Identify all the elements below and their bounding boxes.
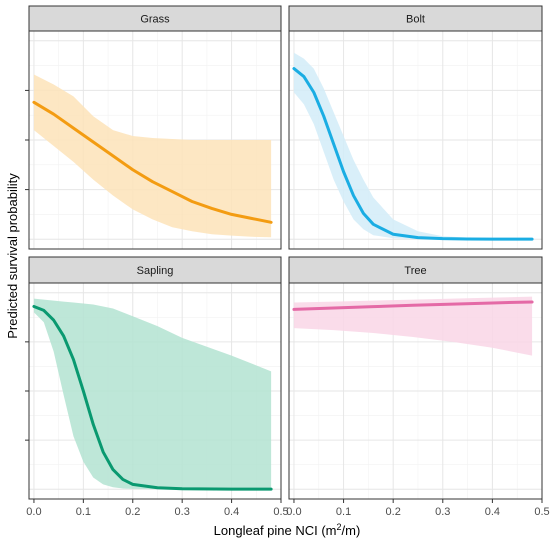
facet-strip [288,5,543,32]
facet-strip [28,256,282,284]
fitted-line-bolt [292,67,534,241]
facet-strip-label: Bolt [406,14,425,26]
facet-strip-label: Sapling [137,265,174,277]
x-axis-tick-label: 0.4 [224,506,239,518]
fitted-line-sapling [32,304,273,491]
facet-strip [28,5,282,32]
x-axis-tick-label: 0.2 [386,506,401,518]
fitted-line-tree [292,300,534,311]
x-axis-title-superscript: 2 [337,522,342,532]
panel-grass: Grass [25,5,282,250]
fitted-line-grass [32,100,273,224]
x-axis-tick-label: 0.3 [175,506,190,518]
x-axis-tick-label: 0.2 [125,506,140,518]
x-axis-tick-label: 0.3 [435,506,450,518]
x-axis-tick-label: 0.5 [273,506,288,518]
panel-bolt: Bolt [288,5,543,250]
panel-tree: Tree 0.0 0.1 0.2 0.3 0.4 0.5 [286,256,550,518]
x-axis-tick-label: 0.0 [286,506,301,518]
x-axis-title-prefix: Longleaf pine NCI (m [214,523,337,538]
panels-layer: Grass Bolt Sapling 0.0 0.1 0.2 0.3 0.4 0.5 Tree 0.… [25,5,550,518]
facet-strip [288,256,543,284]
facet-strip-label: Tree [404,265,426,277]
x-axis-tick-label: 0.4 [485,506,500,518]
y-axis-title: Predicted survival probability [5,173,20,339]
confidence-ribbon-tree [293,296,533,356]
x-axis-tick-label: 0.1 [76,506,91,518]
confidence-ribbon-grass [33,74,272,238]
panel-sapling: Sapling 0.0 0.1 0.2 0.3 0.4 0.5 [25,256,289,518]
x-axis-tick-label: 0.0 [26,506,41,518]
x-axis-title: Longleaf pine NCI (m2/m) [214,522,361,538]
facet-strip-label: Grass [140,14,170,26]
x-axis-title-suffix: /m) [342,523,361,538]
x-axis-tick-label: 0.1 [336,506,351,518]
x-axis-tick-label: 0.5 [534,506,549,518]
confidence-ribbon-sapling [33,298,272,490]
